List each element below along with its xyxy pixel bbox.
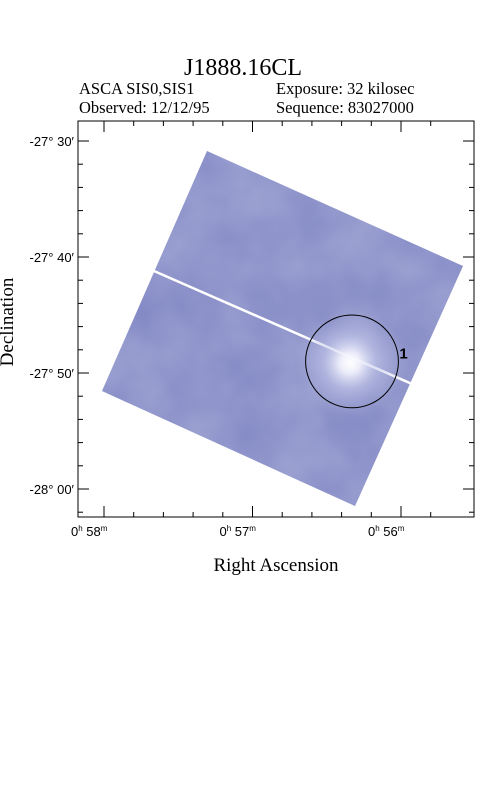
x-axis-label: Right Ascension bbox=[213, 555, 339, 576]
sequence-label: Sequence: 83027000 bbox=[276, 98, 414, 117]
y-tick-label: -28° 00′ bbox=[30, 482, 75, 497]
y-tick-label: -27° 50′ bbox=[30, 366, 75, 381]
x-tick-label: 0h 57m bbox=[220, 524, 257, 539]
axis-ticks: 0h 58m 0h 57m 0h 56m -27° 30′ -27° 40′ -27° 5… bbox=[30, 121, 474, 539]
x-tick-label: 0h 58m bbox=[71, 524, 108, 539]
plot-frame bbox=[77, 120, 475, 518]
x-tick-label: 0h 56m bbox=[368, 524, 405, 539]
y-axis-label: Declination bbox=[0, 277, 18, 367]
y-tick-label: -27° 40′ bbox=[30, 250, 75, 265]
exposure-field bbox=[102, 151, 463, 506]
y-tick-label: -27° 30′ bbox=[30, 134, 75, 149]
source-regions: 1 bbox=[305, 314, 408, 409]
chart-title: J1888.16CL bbox=[183, 55, 302, 81]
source-region-label: 1 bbox=[399, 345, 407, 362]
observed-label: Observed: 12/12/95 bbox=[79, 98, 210, 117]
exposure-label: Exposure: 32 kilosec bbox=[276, 79, 415, 98]
source-region-circle bbox=[305, 314, 399, 409]
instrument-label: ASCA SIS0,SIS1 bbox=[79, 79, 195, 98]
source-glow bbox=[295, 308, 405, 418]
